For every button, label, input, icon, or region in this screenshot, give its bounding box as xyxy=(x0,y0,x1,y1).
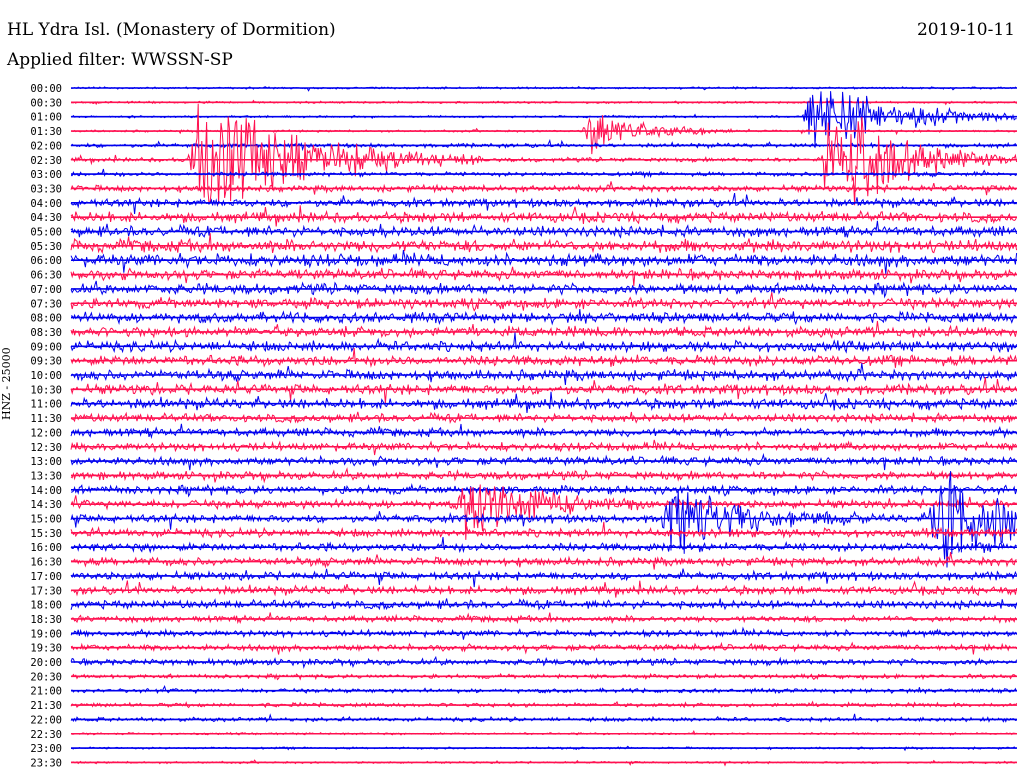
filter-label: Applied filter: WWSSN-SP xyxy=(7,50,233,70)
row-time-label: 00:30 xyxy=(30,97,62,109)
trace-row-0700 xyxy=(70,280,1018,299)
row-time-label: 05:00 xyxy=(30,227,62,239)
row-time-label: 03:00 xyxy=(30,169,62,181)
trace-row-2000 xyxy=(70,655,1018,670)
trace-row-1730 xyxy=(70,580,1018,598)
row-time-label: 23:30 xyxy=(30,757,62,769)
trace-row-1000 xyxy=(70,363,1018,386)
row-time-label: 22:30 xyxy=(30,729,62,741)
row-time-label: 16:30 xyxy=(30,557,62,569)
row-time-label: 15:30 xyxy=(30,528,62,540)
row-time-label: 11:30 xyxy=(30,413,62,425)
row-time-label: 05:30 xyxy=(30,241,62,253)
row-time-label: 18:00 xyxy=(30,600,62,612)
row-time-label: 15:00 xyxy=(30,514,62,526)
trace-row-1930 xyxy=(70,641,1018,655)
trace-row-2200 xyxy=(70,713,1017,723)
row-time-label: 08:30 xyxy=(30,327,62,339)
trace-row-1530 xyxy=(70,521,1018,539)
row-time-label: 01:30 xyxy=(30,126,62,138)
row-time-label: 22:00 xyxy=(30,714,62,726)
row-time-label: 06:00 xyxy=(30,255,62,267)
trace-row-1300 xyxy=(70,452,1018,471)
row-time-label: 11:00 xyxy=(30,399,62,411)
row-time-label: 20:00 xyxy=(30,657,62,669)
trace-row-0900 xyxy=(70,332,1018,354)
row-time-label: 01:00 xyxy=(30,112,62,124)
row-time-label: 09:30 xyxy=(30,356,62,368)
trace-row-2100 xyxy=(70,684,1018,695)
row-time-label: 23:00 xyxy=(30,743,62,755)
row-time-label: 13:30 xyxy=(30,470,62,482)
station-title: HL Ydra Isl. (Monastery of Dormition) xyxy=(7,20,336,40)
row-time-label: 19:00 xyxy=(30,628,62,640)
trace-row-1800 xyxy=(70,598,1018,611)
row-time-label: 12:30 xyxy=(30,442,62,454)
row-time-label: 19:30 xyxy=(30,643,62,655)
trace-row-0800 xyxy=(70,308,1017,326)
trace-row-0100 xyxy=(70,91,1017,146)
row-time-label: 14:30 xyxy=(30,499,62,511)
trace-row-0830 xyxy=(70,320,1018,340)
row-time-label: 17:00 xyxy=(30,571,62,583)
trace-row-0430 xyxy=(70,205,1018,227)
row-time-label: 21:00 xyxy=(30,686,62,698)
row-time-label: 07:30 xyxy=(30,298,62,310)
row-time-label: 03:30 xyxy=(30,183,62,195)
trace-row-1030 xyxy=(70,377,1018,404)
row-time-label: 09:00 xyxy=(30,341,62,353)
row-time-label: 14:00 xyxy=(30,485,62,497)
row-time-label: 17:30 xyxy=(30,585,62,597)
row-time-label: 13:00 xyxy=(30,456,62,468)
trace-row-0930 xyxy=(70,347,1018,368)
row-time-label: 04:30 xyxy=(30,212,62,224)
row-time-label: 02:00 xyxy=(30,140,62,152)
row-time-label: 16:00 xyxy=(30,542,62,554)
row-time-label: 12:00 xyxy=(30,427,62,439)
trace-row-1100 xyxy=(70,391,1018,413)
row-time-label: 21:30 xyxy=(30,700,62,712)
row-time-label: 08:00 xyxy=(30,313,62,325)
row-time-label: 18:30 xyxy=(30,614,62,626)
trace-row-0630 xyxy=(70,266,1018,286)
row-time-label: 04:00 xyxy=(30,198,62,210)
record-date: 2019-10-11 xyxy=(916,20,1015,40)
row-time-label: 07:00 xyxy=(30,284,62,296)
row-time-label: 20:30 xyxy=(30,671,62,683)
row-time-label: 02:30 xyxy=(30,155,62,167)
row-time-label: 10:00 xyxy=(30,370,62,382)
trace-row-0530 xyxy=(70,233,1018,254)
row-time-label: 06:30 xyxy=(30,270,62,282)
trace-row-1200 xyxy=(70,423,1018,440)
trace-row-0730 xyxy=(70,292,1018,312)
row-time-label: 00:00 xyxy=(30,83,62,95)
trace-row-1600 xyxy=(70,537,1017,554)
trace-row-0500 xyxy=(70,220,1018,239)
trace-row-1830 xyxy=(70,612,1018,625)
trace-row-1700 xyxy=(70,568,1018,588)
trace-row-0600 xyxy=(70,249,1018,274)
row-time-label: 10:30 xyxy=(30,384,62,396)
